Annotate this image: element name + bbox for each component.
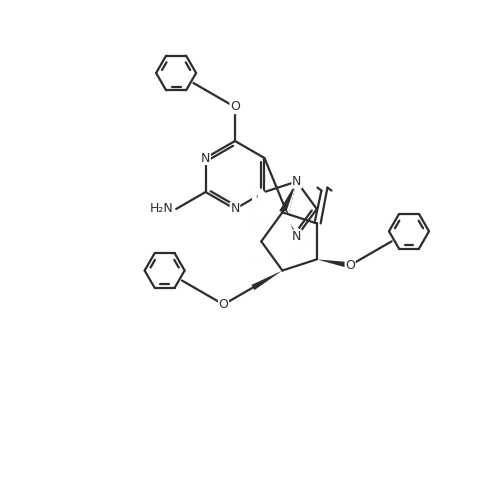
Text: H₂N: H₂N bbox=[150, 202, 173, 215]
Text: N: N bbox=[292, 175, 302, 188]
Text: O: O bbox=[218, 298, 228, 311]
Text: N: N bbox=[230, 202, 239, 215]
Text: N: N bbox=[201, 152, 210, 164]
Text: O: O bbox=[230, 100, 240, 114]
Polygon shape bbox=[282, 182, 297, 214]
Polygon shape bbox=[252, 270, 282, 290]
Polygon shape bbox=[316, 260, 350, 268]
Text: N: N bbox=[292, 230, 302, 243]
Text: O: O bbox=[345, 259, 355, 272]
Polygon shape bbox=[282, 182, 297, 214]
Polygon shape bbox=[279, 182, 297, 214]
